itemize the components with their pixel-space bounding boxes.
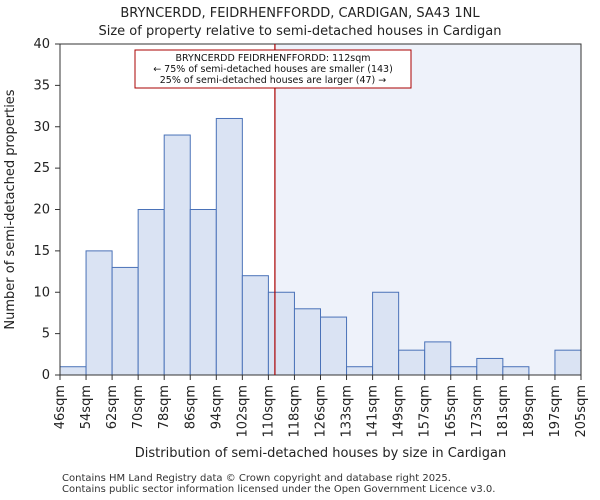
y-tick-label-10: 10 — [33, 285, 50, 300]
annotation-line3: 25% of semi-detached houses are larger (… — [160, 75, 387, 86]
bar-165sqm — [450, 366, 478, 376]
y-tick-label-30: 30 — [33, 120, 50, 135]
x-tick-label-86sqm: 86sqm — [183, 385, 198, 429]
x-tick-label-78sqm: 78sqm — [157, 385, 172, 429]
bar-102sqm — [241, 275, 269, 376]
x-axis-label: Distribution of semi-detached houses by … — [135, 446, 506, 461]
bar-62sqm — [111, 266, 139, 376]
bar-54sqm — [85, 250, 113, 376]
bar-94sqm — [215, 117, 243, 376]
y-tick-label-35: 35 — [33, 78, 50, 93]
y-tick-label-5: 5 — [42, 327, 50, 342]
bar-181sqm — [502, 366, 530, 376]
x-tick-label-62sqm: 62sqm — [105, 385, 120, 429]
y-tick-label-40: 40 — [33, 37, 50, 52]
x-tick-label-110sqm: 110sqm — [261, 385, 276, 438]
chart-title: BRYNCERDD, FEIDRHENFFORDD, CARDIGAN, SA4… — [120, 6, 480, 21]
bar-126sqm — [320, 316, 348, 376]
bar-118sqm — [293, 308, 322, 376]
x-tick-label-157sqm: 157sqm — [418, 385, 433, 438]
x-tick-label-165sqm: 165sqm — [444, 385, 459, 438]
bar-46sqm — [59, 366, 87, 376]
x-tick-label-189sqm: 189sqm — [522, 385, 537, 438]
x-tick-label-197sqm: 197sqm — [548, 385, 563, 438]
y-tick-label-25: 25 — [33, 161, 50, 176]
bar-157sqm — [424, 341, 452, 376]
bar-133sqm — [346, 366, 374, 376]
y-tick-label-0: 0 — [42, 368, 50, 383]
bar-110sqm — [267, 291, 295, 376]
bar-173sqm — [476, 357, 504, 376]
annotation-line1: BRYNCERDD FEIDRHENFFORDD: 112sqm — [176, 53, 371, 64]
bar-149sqm — [398, 349, 426, 376]
x-tick-label-181sqm: 181sqm — [496, 385, 511, 438]
x-tick-label-173sqm: 173sqm — [470, 385, 485, 438]
bar-141sqm — [372, 291, 400, 376]
x-tick-label-46sqm: 46sqm — [53, 385, 68, 429]
x-tick-label-70sqm: 70sqm — [131, 385, 146, 429]
x-tick-label-94sqm: 94sqm — [209, 385, 224, 429]
y-tick-label-20: 20 — [33, 203, 50, 218]
annotation-line2: ← 75% of semi-detached houses are smalle… — [153, 64, 393, 75]
bar-86sqm — [189, 209, 217, 376]
x-tick-label-133sqm: 133sqm — [340, 385, 355, 438]
x-tick-label-141sqm: 141sqm — [366, 385, 381, 438]
x-tick-label-54sqm: 54sqm — [79, 385, 94, 429]
x-tick-label-149sqm: 149sqm — [392, 385, 407, 438]
bar-70sqm — [137, 209, 165, 376]
footer-line-2: Contains public sector information licen… — [62, 484, 496, 495]
footer-line-1: Contains HM Land Registry data © Crown c… — [62, 473, 451, 484]
y-tick-label-15: 15 — [33, 244, 50, 259]
annotation-box — [134, 49, 412, 89]
x-tick-label-118sqm: 118sqm — [287, 385, 302, 438]
bar-78sqm — [163, 134, 191, 376]
chart-subtitle: Size of property relative to semi-detach… — [98, 24, 502, 39]
x-tick-label-126sqm: 126sqm — [314, 385, 329, 438]
x-tick-label-102sqm: 102sqm — [235, 385, 250, 438]
y-axis-label: Number of semi-detached properties — [3, 89, 18, 329]
x-tick-label-205sqm: 205sqm — [574, 385, 589, 438]
bar-197sqm — [554, 349, 582, 376]
